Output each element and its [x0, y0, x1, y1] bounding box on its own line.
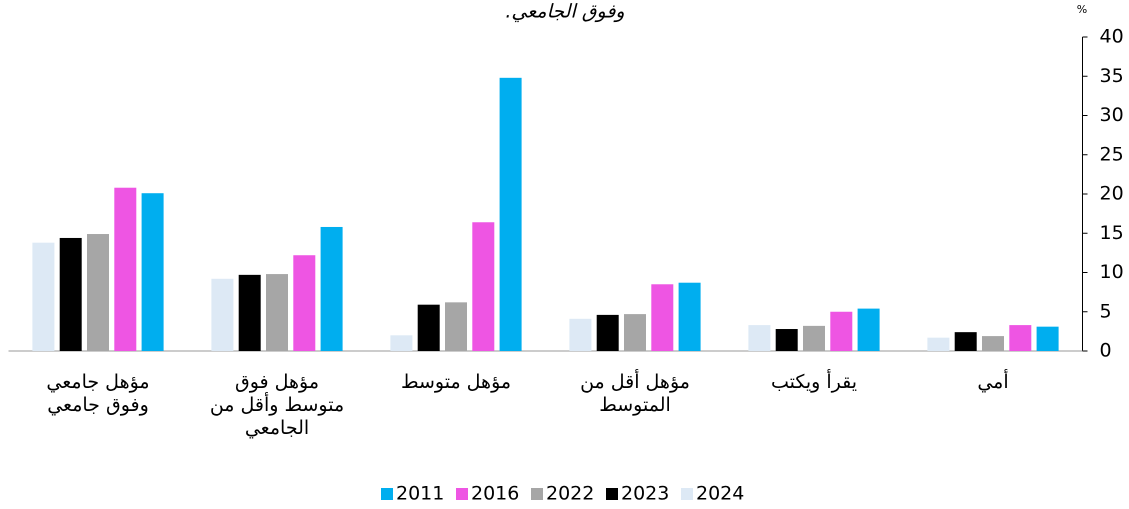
y-tick-label: 20 [1100, 183, 1124, 205]
bar [954, 332, 977, 351]
bar [472, 222, 495, 351]
legend-swatch [381, 488, 393, 500]
bar [390, 335, 413, 351]
bar [87, 234, 109, 351]
bar [114, 187, 137, 351]
y-tick-label: 10 [1100, 261, 1124, 283]
y-tick-label: 25 [1100, 143, 1124, 165]
legend-label: 2023 [621, 483, 669, 505]
bar [1036, 326, 1059, 351]
y-tick-label: 40 [1100, 26, 1124, 48]
legend-swatch [456, 488, 468, 500]
legend-label: 2016 [471, 483, 519, 505]
bar [238, 274, 261, 351]
bar [927, 337, 950, 351]
y-tick-label: 35 [1100, 65, 1124, 87]
legend-label: 2022 [546, 483, 594, 505]
bar [596, 314, 619, 351]
bar [569, 318, 592, 351]
bar [141, 193, 164, 351]
bar [499, 77, 522, 351]
y-unit: % [1077, 3, 1087, 16]
legend-label: 2011 [396, 483, 444, 505]
bar [982, 336, 1004, 351]
legend-swatch [606, 488, 618, 500]
x-tick-label: مؤهل أقل من المتوسط [580, 369, 690, 416]
x-tick-label: مؤهل متوسط [401, 371, 511, 393]
y-tick-label: 30 [1100, 104, 1124, 126]
bar [678, 282, 701, 351]
bar [266, 274, 288, 351]
bar [32, 242, 55, 351]
y-tick-label: 15 [1100, 222, 1124, 244]
x-tick-label: أمي [977, 369, 1008, 393]
bar [624, 314, 646, 351]
bar [651, 284, 674, 351]
x-tick-label: مؤهل فوق متوسط وأقل من الجامعي [210, 371, 344, 439]
bar [320, 226, 343, 351]
bar [748, 325, 771, 351]
x-tick-label: يقرأ ويكتب [771, 369, 857, 393]
bar [830, 311, 853, 351]
legend-swatch [681, 488, 693, 500]
bar [1009, 325, 1032, 351]
y-tick-label: 5 [1100, 300, 1112, 322]
bar [445, 302, 467, 351]
bar [775, 329, 798, 351]
bar [293, 255, 316, 351]
bar [211, 278, 234, 351]
y-tick-label: 0 [1100, 340, 1112, 362]
bar [59, 237, 82, 351]
chart-title: وفوق الجامعي. [505, 1, 624, 23]
bar [803, 325, 825, 351]
bar [857, 308, 880, 351]
bar [417, 304, 440, 351]
x-tick-label: مؤهل جامعي وفوق جامعي [46, 371, 149, 416]
legend-swatch [531, 488, 543, 500]
legend-label: 2024 [696, 483, 744, 505]
